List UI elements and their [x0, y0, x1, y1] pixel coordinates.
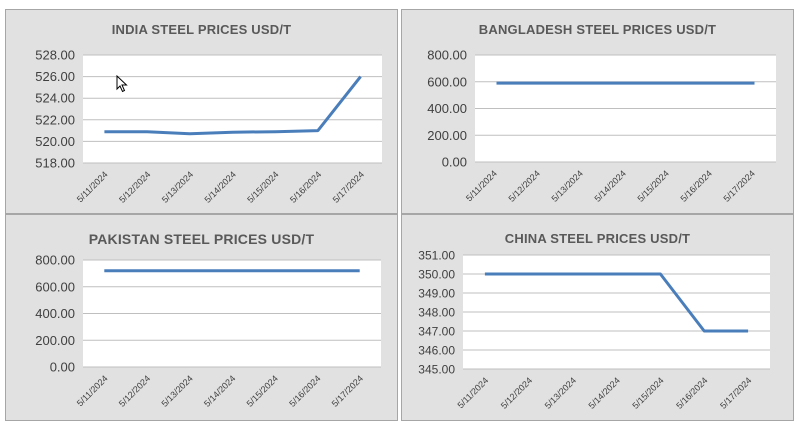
- y-tick-label: 524.00: [35, 91, 75, 106]
- x-tick-label: 5/13/2024: [543, 375, 578, 410]
- y-tick-label: 400.00: [427, 101, 467, 116]
- y-tick-label: 349.00: [418, 287, 455, 301]
- y-tick-label: 528.00: [35, 48, 75, 63]
- chart-panel-india: INDIA STEEL PRICES USD/T 518.00 520.00 522…: [5, 9, 398, 214]
- x-tick-label: 5/11/2024: [455, 375, 490, 410]
- x-tick-label: 5/13/2024: [550, 168, 585, 203]
- x-tick-label: 5/17/2024: [330, 373, 365, 408]
- plot-area: [83, 55, 382, 163]
- x-tick-label: 5/17/2024: [722, 168, 757, 203]
- x-tick-label: 5/11/2024: [75, 373, 110, 408]
- chart-title: PAKISTAN STEEL PRICES USD/T: [88, 231, 315, 247]
- x-tick-label: 5/14/2024: [593, 168, 628, 203]
- x-tick-label: 5/17/2024: [331, 169, 366, 204]
- y-tick-label: 347.00: [418, 325, 455, 339]
- y-tick-label: 351.00: [418, 249, 455, 263]
- chart-panel-bangladesh: BANGLADESH STEEL PRICES USD/T 0.00 200.00…: [401, 9, 794, 214]
- x-tick-label: 5/17/2024: [718, 375, 753, 410]
- x-tick-label: 5/15/2024: [636, 168, 671, 203]
- chart-india: 518.00 520.00 522.00 524.00 526.00 528.00 5/11…: [35, 48, 382, 205]
- y-tick-label: 600.00: [35, 279, 75, 294]
- x-tick-label: 5/12/2024: [499, 375, 534, 410]
- y-tick-label: 0.00: [442, 155, 467, 170]
- y-tick-label: 600.00: [427, 74, 467, 89]
- x-tick-label: 5/14/2024: [587, 375, 622, 410]
- series-line: [104, 75, 362, 136]
- chart-title: CHINA STEEL PRICES USD/T: [504, 231, 691, 246]
- y-tick-label: 348.00: [418, 306, 455, 320]
- x-tick-label: 5/15/2024: [630, 375, 665, 410]
- y-tick-label: 0.00: [50, 360, 75, 375]
- series-line: [484, 272, 749, 333]
- x-tick-label: 5/11/2024: [464, 168, 499, 203]
- x-tick-label: 5/13/2024: [160, 169, 195, 204]
- x-tick-label: 5/12/2024: [117, 169, 152, 204]
- y-tick-label: 800.00: [427, 48, 467, 63]
- x-tick-label: 5/16/2024: [674, 375, 709, 410]
- y-tick-label: 350.00: [418, 268, 455, 282]
- x-tick-label: 5/12/2024: [117, 373, 152, 408]
- x-tick-label: 5/14/2024: [202, 373, 237, 408]
- x-tick-label: 5/15/2024: [245, 373, 280, 408]
- chart-title: INDIA STEEL PRICES USD/T: [111, 22, 292, 37]
- chart-panel-pakistan: PAKISTAN STEEL PRICES USD/T 0.00 200.00 40…: [5, 214, 398, 421]
- chart-panel-china: CHINA STEEL PRICES USD/T 345.00 346.00 347…: [401, 214, 794, 421]
- x-tick-label: 5/16/2024: [679, 168, 714, 203]
- x-tick-label: 5/16/2024: [288, 169, 323, 204]
- x-tick-label: 5/15/2024: [245, 169, 280, 204]
- y-tick-label: 200.00: [35, 333, 75, 348]
- chart-title: BANGLADESH STEEL PRICES USD/T: [478, 22, 717, 37]
- y-tick-label: 518.00: [35, 156, 75, 171]
- y-tick-label: 345.00: [418, 363, 455, 377]
- y-tick-label: 346.00: [418, 344, 455, 358]
- y-tick-label: 526.00: [35, 69, 75, 84]
- x-tick-label: 5/12/2024: [507, 168, 542, 203]
- y-tick-label: 520.00: [35, 134, 75, 149]
- x-tick-label: 5/14/2024: [203, 169, 238, 204]
- y-tick-label: 800.00: [35, 253, 75, 268]
- y-tick-label: 200.00: [427, 128, 467, 143]
- y-tick-label: 400.00: [35, 306, 75, 321]
- y-tick-label: 522.00: [35, 112, 75, 127]
- mouse-pointer-icon: [116, 75, 128, 93]
- x-tick-label: 5/16/2024: [287, 373, 322, 408]
- x-tick-label: 5/11/2024: [75, 169, 110, 204]
- chart-china: 345.00 346.00 347.00 348.00 349.00 350.00 351.…: [418, 249, 770, 411]
- x-tick-label: 5/13/2024: [159, 373, 194, 408]
